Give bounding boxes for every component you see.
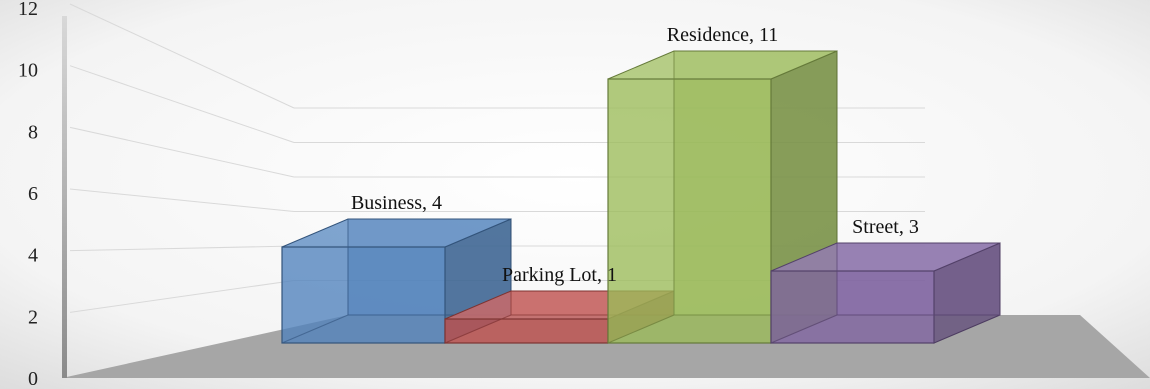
data-label: Parking Lot, 1: [502, 264, 617, 286]
gridline-side: [69, 126, 295, 178]
y-tick-label: 2: [28, 306, 38, 328]
gridline-side: [69, 65, 295, 143]
gridline-side: [69, 280, 295, 313]
bar-business: [281, 218, 512, 344]
y-tick-label: 12: [18, 0, 38, 20]
y-axis-line: [62, 16, 67, 378]
y-tick-label: 8: [28, 121, 38, 143]
y-tick-label: 4: [28, 245, 38, 267]
y-tick-label: 6: [28, 183, 38, 205]
data-label: Business, 4: [351, 192, 442, 214]
y-tick-label: 0: [28, 368, 38, 389]
gridline-side: [69, 245, 295, 252]
data-label: Residence, 11: [667, 24, 778, 46]
data-label: Street, 3: [852, 216, 919, 238]
bar-street: [770, 242, 1001, 344]
data-labels: Business, 4 Parking Lot, 1 Residence, 11 St…: [351, 24, 919, 286]
gridline-side: [69, 188, 295, 212]
y-axis: 0 2 4 6 8 10 12: [18, 0, 67, 389]
y-tick-label: 10: [18, 60, 38, 82]
bars: [281, 50, 1001, 344]
gridline-side: [69, 3, 295, 109]
